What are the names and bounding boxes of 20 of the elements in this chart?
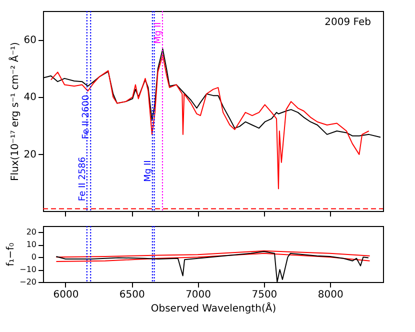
ref-line-label: Mg II	[143, 160, 154, 182]
y-tick-label: 10	[26, 240, 36, 250]
y-tick-label: −10	[20, 265, 36, 274]
y-axis-title: Flux(10⁻¹⁷ erg s⁻¹ cm⁻² Å⁻¹)	[8, 42, 21, 181]
x-tick-label: 8000	[318, 290, 344, 300]
y-tick-label: 20	[26, 228, 36, 237]
y-tick-label: 20	[24, 149, 36, 160]
annotation: 2009 Feb	[324, 17, 371, 28]
y-axis-title: f₁−f₀	[6, 242, 17, 266]
x-axis-title: Observed Wavelength(Å)	[150, 302, 276, 314]
x-tick-label: 6500	[119, 290, 145, 300]
y-tick-label: −20	[20, 278, 36, 286]
y-tick-label: 0	[31, 252, 36, 262]
x-tick-label: 7500	[252, 290, 278, 300]
x-tick-label: 6000	[53, 290, 79, 300]
y-tick-label: 40	[24, 92, 36, 104]
ref-line-label: Fe II 2586	[78, 156, 88, 202]
ref-line-label: Mg II	[153, 22, 164, 44]
x-tick-label: 7000	[186, 290, 212, 300]
y-tick-label: 60	[24, 35, 36, 46]
